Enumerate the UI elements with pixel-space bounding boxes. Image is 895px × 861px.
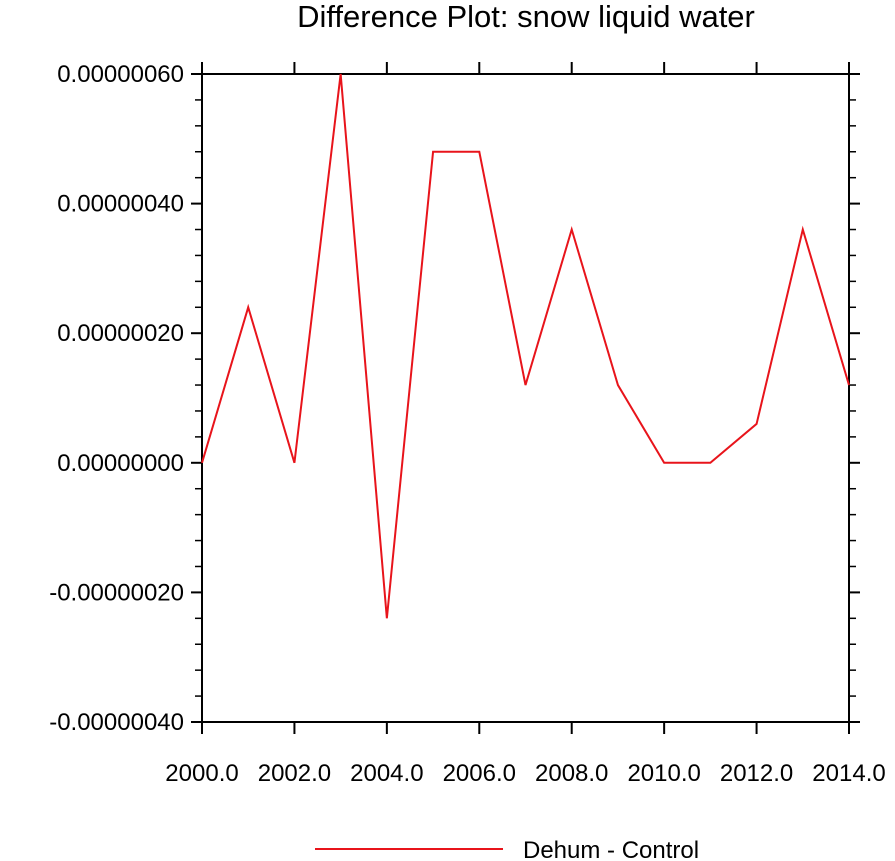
data-point: [432, 151, 434, 153]
data-point: [663, 462, 665, 464]
plot-frame: [201, 73, 850, 723]
data-point: [201, 462, 203, 464]
series-line-0: [201, 73, 850, 619]
data-point: [525, 384, 527, 386]
plot-area: [201, 73, 850, 723]
data-point: [848, 384, 850, 386]
y-tick-label: 0.00000060: [57, 61, 184, 88]
data-point: [293, 462, 295, 464]
y-axis: -0.00000040 -0.00000020 0.00000000 0.000000…: [49, 61, 860, 736]
x-tick-label: 2002.0: [258, 760, 331, 787]
data-point: [478, 151, 480, 153]
y-tick-label: 0.00000000: [57, 450, 184, 477]
x-axis: 2000.0 2002.0 2004.0 2006.0 2008.0 2010.0 2012…: [165, 62, 886, 787]
data-point: [617, 384, 619, 386]
x-tick-label: 2012.0: [720, 760, 793, 787]
data-point: [709, 462, 711, 464]
x-tick-label: 2008.0: [535, 760, 608, 787]
legend-label: Dehum - Control: [523, 837, 699, 861]
data-point: [247, 306, 249, 308]
data-point: [340, 73, 342, 75]
x-tick-label: 2004.0: [350, 760, 423, 787]
data-point: [571, 229, 573, 231]
y-tick-label: 0.00000040: [57, 191, 184, 218]
x-tick-label: 2000.0: [165, 760, 238, 787]
x-tick-label: 2006.0: [443, 760, 516, 787]
y-tick-label: -0.00000040: [49, 709, 184, 736]
data-point: [802, 229, 804, 231]
chart-title: Difference Plot: snow liquid water: [297, 0, 755, 34]
data-point: [756, 423, 758, 425]
y-tick-label: 0.00000020: [57, 320, 184, 347]
series-layer: [201, 73, 850, 619]
data-point: [386, 617, 388, 619]
x-tick-label: 2014.0: [812, 760, 885, 787]
legend: Dehum - Control: [315, 837, 699, 861]
x-tick-label: 2010.0: [627, 760, 700, 787]
y-tick-label: -0.00000020: [49, 579, 184, 606]
